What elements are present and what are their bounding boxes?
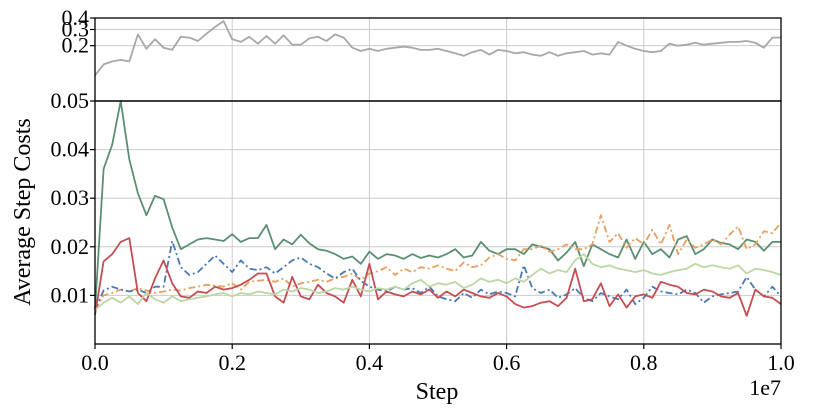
x-axis-label: Step [416, 379, 459, 405]
upper-panel-grid [94, 17, 782, 102]
tick-labels: 0.0 0.2 0.4 0.6 0.8 1.00.40.30.20.050.040.030… [51, 5, 795, 375]
x-tick-label: 0.4 [356, 350, 384, 375]
series-line-3 [94, 214, 782, 311]
y-tick-label: 0.04 [51, 137, 90, 162]
x-axis-multiplier: 1e7 [749, 375, 781, 400]
series-line-5 [94, 237, 782, 317]
x-tick-label: 0.2 [218, 350, 246, 375]
y-tick-label: 0.05 [51, 88, 90, 113]
x-tick-label: 1.0 [767, 350, 795, 375]
series-line-4 [94, 240, 782, 311]
upper-panel-frame [94, 17, 782, 102]
x-tick-label: 0.6 [493, 350, 521, 375]
x-tick-label: 0.8 [630, 350, 658, 375]
y-tick-label: 0.2 [62, 33, 90, 58]
y-axis-label: Average Step Costs [10, 118, 36, 306]
axes-frame [94, 17, 782, 345]
lower-panel-grid [94, 100, 782, 344]
series-line-6 [94, 253, 782, 311]
series-line-1 [94, 20, 781, 76]
series-line-2 [94, 100, 781, 311]
x-tick-label: 0.0 [81, 350, 109, 375]
y-tick-label: 0.01 [51, 282, 90, 307]
lower-panel-frame [94, 100, 782, 345]
y-tick-label: 0.02 [51, 234, 90, 259]
y-tick-label: 0.4 [62, 5, 90, 30]
y-tick-label: 0.03 [51, 185, 90, 210]
series-layer [94, 20, 782, 317]
y-tick-label: 0.3 [62, 16, 90, 41]
